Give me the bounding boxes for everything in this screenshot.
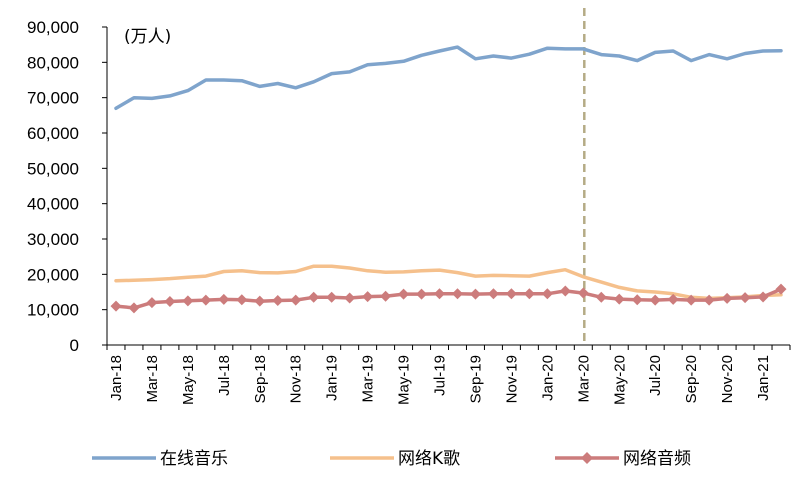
data-point — [344, 292, 356, 304]
data-point — [326, 291, 338, 303]
data-point — [146, 297, 158, 309]
x-tick-label: Jul-18 — [216, 355, 233, 396]
x-tick-label: Sep-19 — [467, 355, 484, 403]
data-point — [739, 292, 751, 304]
legend: 在线音乐 网络K歌 网络音频 — [92, 449, 691, 469]
y-tick-label: 60,000 — [27, 124, 79, 143]
data-point — [434, 288, 446, 300]
data-point — [182, 295, 194, 307]
data-point — [667, 293, 679, 305]
x-tick-label: Nov-18 — [288, 355, 305, 403]
x-tick-label: Nov-19 — [503, 355, 520, 403]
data-point — [290, 294, 302, 306]
data-point — [559, 285, 571, 297]
legend-item: 网络音频 — [555, 449, 691, 469]
data-point — [128, 302, 140, 314]
data-point — [200, 294, 212, 306]
x-tick-label: May-18 — [180, 355, 197, 405]
data-point — [775, 283, 787, 295]
data-point — [595, 291, 607, 303]
data-point — [577, 287, 589, 299]
data-point — [308, 291, 320, 303]
y-tick-label: 40,000 — [27, 195, 79, 214]
data-point — [272, 294, 284, 306]
series-line — [114, 45, 783, 111]
data-point — [451, 288, 463, 300]
data-point — [380, 290, 392, 302]
y-tick-label: 70,000 — [27, 89, 79, 108]
data-point — [218, 293, 230, 305]
y-axis-ticks: 0 10,000 20,000 30,000 40,000 50,000 60,000 70,… — [27, 18, 107, 355]
data-point — [631, 294, 643, 306]
data-point — [613, 293, 625, 305]
unit-label: (万人) — [124, 27, 171, 47]
x-tick-label: Jan-21 — [755, 355, 772, 401]
x-tick-label: Jan-20 — [539, 355, 556, 401]
series-line — [114, 287, 783, 310]
x-tick-label: Mar-19 — [360, 355, 377, 403]
data-point — [362, 291, 374, 303]
series-1 — [114, 45, 783, 111]
y-tick-label: 20,000 — [27, 265, 79, 284]
legend-label: 网络音频 — [623, 449, 691, 469]
x-tick-label: Mar-20 — [575, 355, 592, 403]
series-3 — [110, 283, 787, 314]
x-tick-label: Sep-18 — [252, 355, 269, 403]
y-tick-label: 50,000 — [27, 159, 79, 178]
legend-marker — [581, 452, 593, 464]
series-2 — [114, 264, 783, 301]
x-tick-label: May-20 — [611, 355, 628, 405]
data-point — [254, 295, 266, 307]
x-tick-label: Jul-19 — [432, 355, 449, 396]
x-tick-label: Nov-20 — [719, 355, 736, 403]
series-line — [114, 264, 783, 301]
x-axis-ticks: Jan-18 Mar-18 May-18 Jul-18 Sep-18 Nov-18 Jan-… — [106, 345, 791, 405]
y-tick-label: 80,000 — [27, 53, 79, 72]
data-point — [649, 294, 661, 306]
data-point — [505, 288, 517, 300]
x-tick-label: May-19 — [396, 355, 413, 405]
data-point — [523, 288, 535, 300]
y-tick-label: 10,000 — [27, 301, 79, 320]
data-point — [685, 294, 697, 306]
data-point — [416, 288, 428, 300]
x-tick-label: Jan-19 — [324, 355, 341, 401]
data-point — [469, 288, 481, 300]
legend-item: 在线音乐 — [92, 449, 228, 469]
data-point — [487, 288, 499, 300]
legend-label: 在线音乐 — [160, 449, 228, 469]
data-point — [757, 291, 769, 303]
x-tick-label: Jan-18 — [108, 355, 125, 401]
data-point — [110, 300, 122, 312]
x-tick-label: Jul-20 — [647, 355, 664, 396]
legend-item: 网络K歌 — [330, 449, 460, 469]
legend-label: 网络K歌 — [398, 449, 460, 469]
y-tick-label: 0 — [70, 336, 79, 355]
data-point — [541, 288, 553, 300]
plot-area — [110, 45, 787, 314]
data-point — [398, 288, 410, 300]
x-tick-label: Sep-20 — [683, 355, 700, 403]
data-point — [721, 292, 733, 304]
data-point — [703, 294, 715, 306]
data-point — [164, 296, 176, 308]
x-tick-label: Mar-18 — [144, 355, 161, 403]
data-point — [236, 294, 248, 306]
y-tick-label: 90,000 — [27, 18, 79, 37]
y-tick-label: 30,000 — [27, 230, 79, 249]
